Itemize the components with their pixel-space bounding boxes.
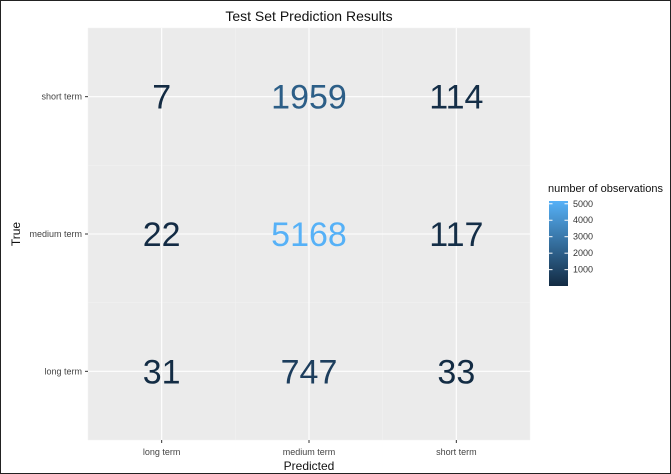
legend-tick-label: 3000: [573, 232, 593, 242]
y-tick-label: short term: [41, 92, 82, 102]
cell-value-label: 1959: [271, 79, 347, 117]
cell-value-label: 33: [437, 353, 475, 391]
x-tick-label: medium term: [283, 447, 336, 457]
x-axis-label: Predicted: [284, 459, 335, 473]
legend-tick-label: 1000: [573, 265, 593, 275]
x-tick-label: long term: [143, 447, 181, 457]
y-tick-label: long term: [44, 366, 82, 376]
legend-colorbar: [549, 201, 568, 286]
chart-title: Test Set Prediction Results: [225, 8, 393, 24]
legend-title: number of observations: [548, 183, 663, 195]
cell-value-label: 31: [143, 353, 181, 391]
y-tick-label: medium term: [29, 229, 82, 239]
cell-value-label: 747: [281, 353, 338, 391]
cell-value-label: 7: [152, 79, 171, 117]
cell-value-label: 5168: [271, 216, 347, 254]
x-tick-label: short term: [436, 447, 477, 457]
legend-tick-label: 4000: [573, 215, 593, 225]
cell-value-label: 114: [429, 79, 483, 117]
cell-value-label: 22: [143, 216, 181, 254]
legend-tick-label: 2000: [573, 248, 593, 258]
legend-tick-label: 5000: [573, 199, 593, 209]
cell-value-label: 117: [429, 216, 483, 254]
y-axis-label: True: [9, 222, 23, 247]
